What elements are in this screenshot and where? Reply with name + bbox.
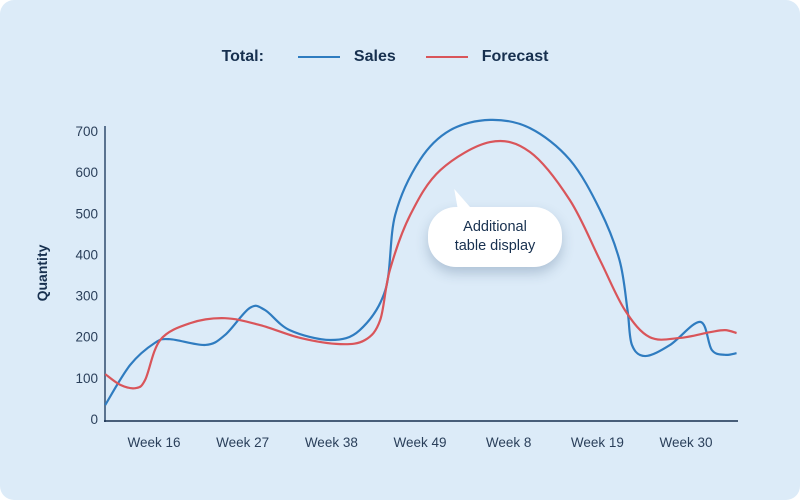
y-tick-label: 600 [75,165,98,180]
y-tick-label: 100 [75,371,98,386]
x-tick-label: Week 38 [305,435,358,450]
legend-item-sales[interactable]: Sales [297,48,396,66]
legend-swatch-forecast [425,56,468,58]
legend-item-forecast[interactable]: Forecast [425,48,549,66]
legend: Total: Sales Forecast [0,48,800,66]
y-tick-label: 200 [75,330,98,345]
x-tick-label: Week 30 [660,435,713,450]
annotation-line-2: table display [454,238,536,254]
y-tick-label: 500 [75,206,98,221]
legend-label-sales: Sales [353,48,396,65]
x-tick-label: Week 19 [571,435,624,450]
annotation-line-1: Additional [463,219,527,235]
y-tick-label: 400 [75,247,98,262]
series-line-forecast [104,139,737,390]
annotation-tooltip: Additional table display [428,207,562,267]
legend-title: Total: [221,48,264,65]
y-axis-title: Quantity [34,244,50,301]
x-tick-label: Week 8 [486,435,532,450]
y-tick-label: 700 [75,124,98,139]
x-tick-label: Week 49 [393,435,446,450]
x-tick-label: Week 16 [127,435,180,450]
series-line-sales [104,118,737,406]
legend-label-forecast: Forecast [481,48,549,65]
x-tick-label: Week 27 [216,435,269,450]
y-tick-label: 300 [75,289,98,304]
y-tick-label: 0 [90,412,98,427]
legend-swatch-sales [297,56,340,58]
